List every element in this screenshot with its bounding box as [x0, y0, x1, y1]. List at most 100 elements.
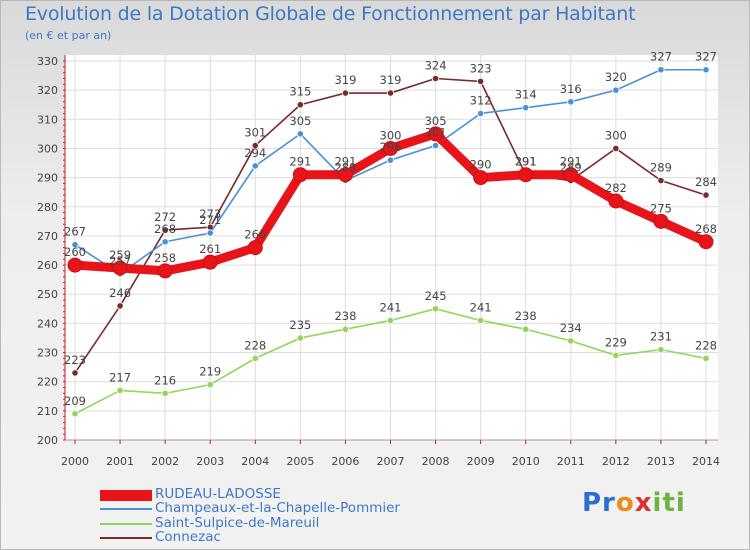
- data-label: 238: [515, 309, 537, 323]
- data-point: [116, 386, 124, 395]
- data-point: [206, 381, 214, 389]
- data-point: [563, 167, 579, 183]
- x-tick-label: 2008: [422, 455, 450, 468]
- data-point: [71, 241, 79, 249]
- data-point: [518, 167, 534, 183]
- data-label: 289: [334, 161, 356, 175]
- data-point: [698, 234, 714, 250]
- data-point: [341, 89, 350, 97]
- legend-label: Connezac: [155, 529, 221, 545]
- data-label: 296: [380, 140, 402, 154]
- data-label: 257: [109, 254, 131, 268]
- data-label: 268: [154, 222, 176, 236]
- x-tick-label: 2000: [61, 455, 89, 468]
- x-tick-label: 2006: [331, 455, 359, 468]
- legend-label: Saint-Sulpice-de-Mareuil: [155, 515, 320, 531]
- data-label: 305: [289, 114, 311, 128]
- data-label: 294: [244, 146, 266, 160]
- data-point: [383, 140, 398, 156]
- data-point: [657, 176, 665, 185]
- data-point: [612, 351, 620, 360]
- legend-item: Connezac: [100, 529, 480, 545]
- data-label: 259: [109, 248, 131, 262]
- y-tick-label: 280: [37, 201, 58, 214]
- x-tick-label: 2005: [286, 455, 314, 468]
- data-point: [296, 130, 304, 138]
- y-tick-label: 260: [37, 259, 58, 272]
- data-point: [251, 354, 259, 362]
- data-label: 291: [560, 155, 582, 169]
- data-label: 316: [560, 82, 582, 96]
- data-point: [386, 89, 395, 97]
- data-point: [386, 156, 395, 164]
- y-tick-label: 200: [37, 434, 58, 447]
- data-point: [612, 144, 620, 153]
- data-point: [116, 302, 124, 310]
- data-point: [202, 254, 218, 270]
- x-tick-label: 2003: [196, 455, 224, 468]
- data-label: 231: [650, 330, 672, 344]
- data-point: [567, 98, 575, 106]
- chart-title: Evolution de la Dotation Globale de Fonc…: [25, 3, 636, 25]
- y-tick-label: 250: [37, 288, 58, 301]
- x-tick-label: 2002: [151, 455, 179, 468]
- data-label: 291: [515, 155, 537, 169]
- data-point: [473, 170, 489, 186]
- data-point: [251, 162, 259, 170]
- data-point: [161, 389, 169, 397]
- legend-swatch: [100, 508, 152, 510]
- y-tick-label: 270: [37, 230, 58, 243]
- data-label: 312: [470, 93, 492, 107]
- data-point: [71, 369, 79, 377]
- legend-item: Champeaux-et-la-Chapelle-Pommier: [100, 500, 480, 516]
- data-point: [702, 354, 710, 362]
- data-point: [612, 86, 620, 94]
- y-tick-label: 210: [37, 405, 58, 418]
- data-label: 300: [380, 128, 402, 142]
- data-label: 275: [650, 201, 672, 215]
- data-point: [522, 104, 530, 112]
- data-point: [567, 337, 575, 345]
- data-label: 327: [695, 50, 717, 64]
- data-label: 266: [244, 228, 266, 242]
- y-tick-label: 300: [37, 142, 58, 155]
- data-label: 228: [695, 338, 717, 352]
- data-point: [161, 238, 169, 246]
- data-label: 301: [244, 126, 266, 140]
- data-label: 284: [695, 175, 717, 189]
- data-point: [251, 141, 259, 150]
- data-label: 229: [605, 335, 627, 349]
- data-point: [477, 77, 485, 86]
- data-label: 267: [64, 225, 86, 239]
- data-point: [296, 334, 304, 342]
- data-label: 223: [64, 353, 86, 367]
- x-tick-label: 2011: [557, 455, 585, 468]
- data-label: 235: [289, 318, 311, 332]
- x-tick-label: 2012: [602, 455, 630, 468]
- data-label: 319: [334, 73, 356, 87]
- data-label: 228: [244, 338, 266, 352]
- data-point: [292, 167, 308, 183]
- y-tick-label: 310: [37, 113, 58, 126]
- data-label: 324: [425, 58, 447, 72]
- data-label: 261: [199, 242, 221, 256]
- data-point: [477, 109, 485, 118]
- data-label: 314: [515, 88, 537, 102]
- legend-swatch: [100, 523, 152, 525]
- data-point: [522, 325, 530, 333]
- data-point: [431, 74, 440, 83]
- legend-item: RUDEAU-LADOSSE: [100, 486, 480, 502]
- x-tick-label: 2009: [467, 455, 495, 468]
- data-label: 271: [199, 213, 221, 227]
- legend-swatch: [100, 537, 152, 539]
- y-tick-label: 230: [37, 347, 58, 360]
- data-label: 290: [470, 158, 492, 172]
- data-label: 209: [64, 394, 86, 408]
- data-label: 282: [605, 181, 627, 195]
- data-label: 217: [109, 370, 131, 384]
- data-point: [71, 410, 79, 418]
- data-point: [157, 263, 173, 279]
- data-label: 258: [154, 251, 176, 265]
- data-point: [161, 226, 169, 234]
